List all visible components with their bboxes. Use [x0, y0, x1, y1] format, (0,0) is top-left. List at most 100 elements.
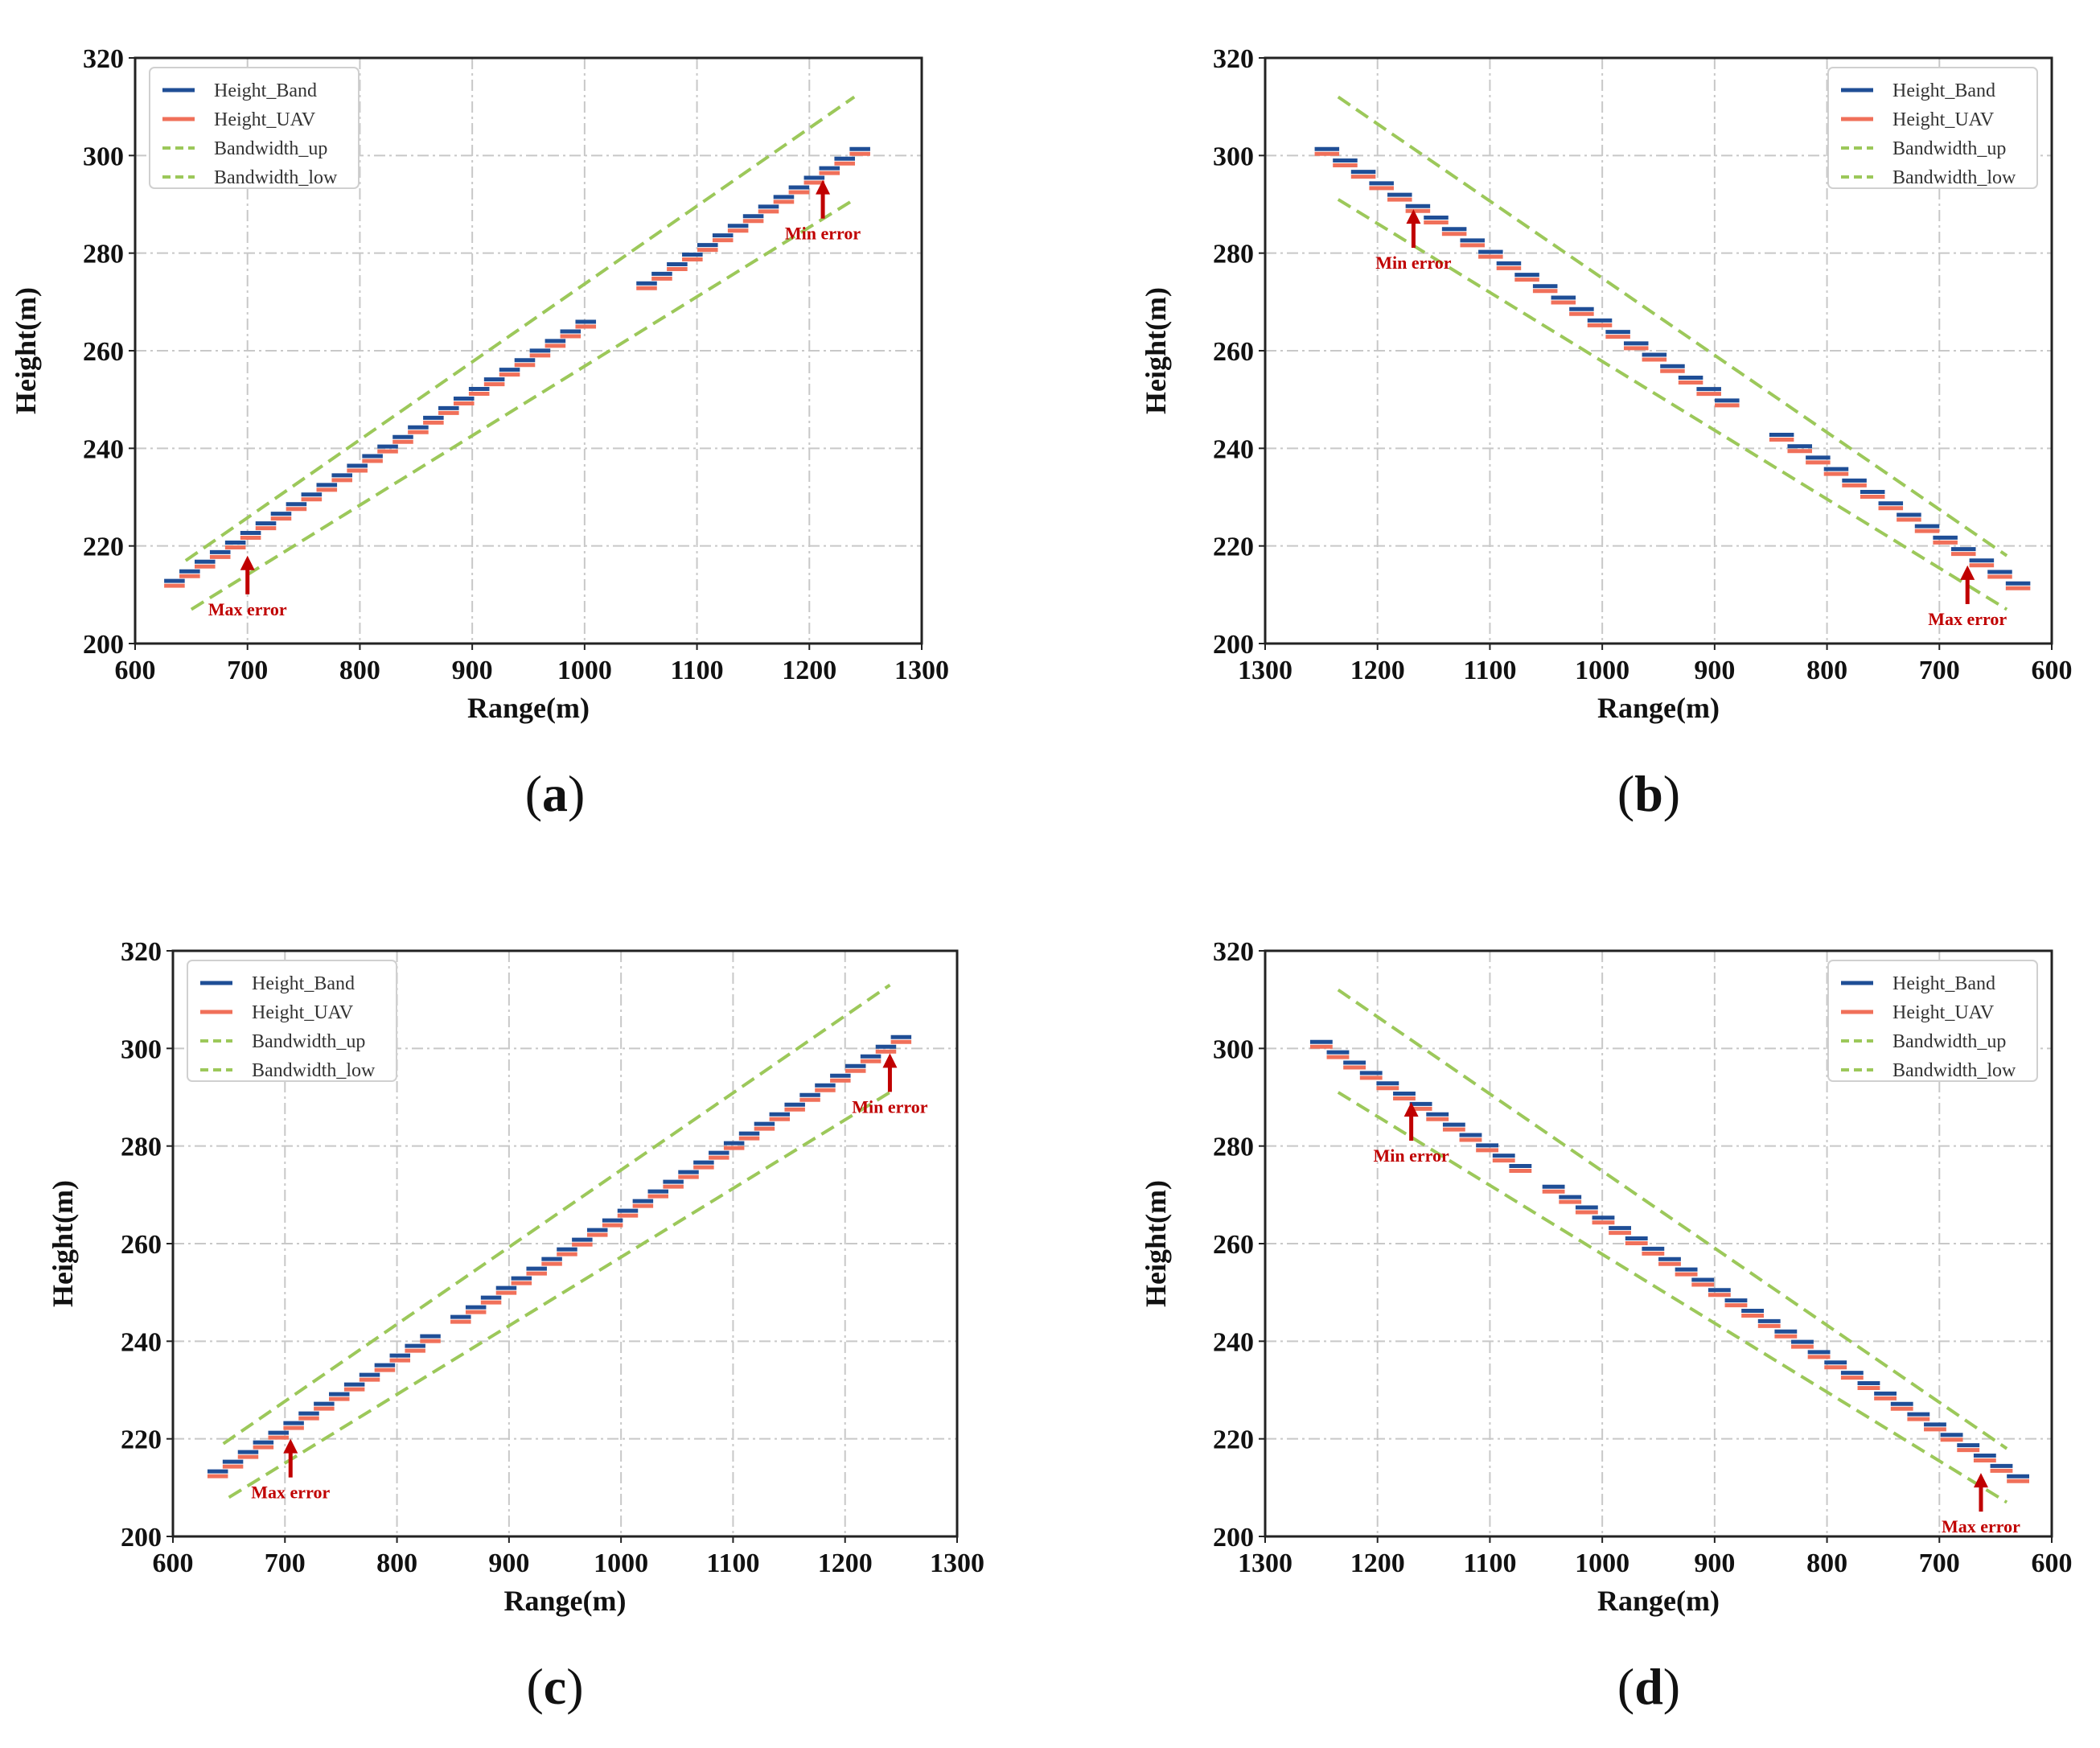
y-axis-title: Height(m)	[47, 1180, 79, 1307]
x-tick-label: 700	[1919, 656, 1960, 685]
y-tick-label: 320	[1213, 937, 1254, 967]
legend-label: Bandwidth_up	[252, 1031, 365, 1052]
x-tick-label: 800	[1806, 656, 1847, 685]
caption-a: (a)	[524, 765, 586, 822]
y-tick-label: 260	[1213, 337, 1254, 367]
x-tick-label: 1100	[1463, 656, 1516, 685]
x-tick-label: 1200	[1350, 656, 1405, 685]
annotation-label: Min error	[785, 224, 861, 244]
legend-label: Bandwidth_up	[214, 138, 327, 159]
legend-box	[1827, 960, 2038, 1082]
x-tick-label: 700	[227, 656, 268, 685]
y-tick-label: 300	[121, 1034, 162, 1064]
x-tick-label: 600	[115, 656, 156, 685]
x-tick-label: 1300	[930, 1549, 984, 1578]
x-tick-label: 600	[2032, 1549, 2073, 1578]
x-tick-label: 600	[2032, 656, 2073, 685]
y-tick-label: 280	[1213, 240, 1254, 269]
x-axis-title: Range(m)	[504, 1585, 627, 1617]
x-tick-label: 1100	[671, 656, 724, 685]
legend-label: Height_Band	[252, 973, 355, 994]
y-tick-label: 240	[1213, 1327, 1254, 1357]
x-axis-title: Range(m)	[467, 692, 590, 724]
legend-label: Height_UAV	[214, 109, 316, 130]
legend-label: Bandwidth_up	[1892, 138, 2006, 159]
x-axis-title: Range(m)	[1597, 1585, 1720, 1617]
x-tick-label: 1100	[706, 1549, 759, 1578]
annotation-label: Max error	[251, 1483, 330, 1503]
caption-c: (c)	[526, 1658, 584, 1715]
x-tick-label: 600	[153, 1549, 194, 1578]
annotation-arrow-head	[283, 1438, 298, 1454]
y-tick-label: 220	[1213, 533, 1254, 562]
legend-label: Height_Band	[1892, 973, 1995, 994]
annotation-arrow-head	[240, 555, 255, 570]
y-axis-title: Height(m)	[10, 287, 42, 414]
y-tick-label: 240	[1213, 434, 1254, 464]
y-tick-label: 300	[1213, 1034, 1254, 1064]
annotation-arrow-head	[1403, 1102, 1419, 1117]
chart-panel-a: Max error Min error 600 700 800 900 1000 1100 12…	[10, 44, 949, 724]
legend-label: Height_UAV	[252, 1002, 354, 1023]
y-tick-label: 240	[121, 1327, 162, 1357]
x-tick-label: 1300	[1238, 656, 1292, 685]
y-tick-label: 220	[83, 533, 124, 562]
bandwidth-up-line	[1337, 95, 2008, 557]
y-tick-label: 200	[1213, 630, 1254, 660]
caption-d: (d)	[1617, 1658, 1681, 1715]
x-tick-label: 1000	[594, 1549, 648, 1578]
y-axis-title: Height(m)	[1140, 1180, 1172, 1307]
x-tick-label: 1000	[1575, 656, 1629, 685]
x-tick-label: 1300	[1238, 1549, 1292, 1578]
chart-panel-d: Min error Max error 1300 1200 1100 1000 900 800…	[1140, 937, 2073, 1617]
annotation-arrow-head	[1960, 565, 1975, 580]
x-tick-label: 1300	[894, 656, 949, 685]
y-tick-label: 280	[1213, 1133, 1254, 1162]
y-tick-label: 220	[1213, 1425, 1254, 1455]
legend-label: Height_Band	[1892, 80, 1995, 101]
x-tick-label: 900	[1694, 656, 1735, 685]
legend-label: Height_UAV	[1892, 109, 1995, 130]
annotation-label: Max error	[1928, 609, 2007, 629]
bandwidth-up-line	[1337, 988, 2008, 1450]
x-tick-label: 700	[1919, 1549, 1960, 1578]
x-tick-label: 1100	[1463, 1549, 1516, 1578]
y-tick-label: 320	[121, 937, 162, 967]
annotation-label: Min error	[1373, 1145, 1449, 1166]
legend: Height_Band Height_UAV Bandwidth_up Bandwid…	[187, 960, 397, 1082]
annotation-label: Min error	[852, 1096, 928, 1117]
x-tick-label: 1200	[818, 1549, 873, 1578]
x-tick-label: 900	[452, 656, 493, 685]
x-axis-title: Range(m)	[1597, 692, 1720, 724]
x-tick-label: 800	[339, 656, 380, 685]
x-tick-label: 800	[376, 1549, 417, 1578]
y-tick-label: 260	[1213, 1230, 1254, 1260]
legend-label: Bandwidth_up	[1892, 1031, 2006, 1052]
legend-box	[149, 67, 360, 189]
chart-panel-b: Min error Max error 1300 1200 1100 1000 900 800…	[1140, 44, 2073, 724]
bandwidth-up-line	[184, 95, 856, 562]
x-tick-label: 900	[1694, 1549, 1735, 1578]
x-tick-label: 900	[488, 1549, 529, 1578]
y-tick-label: 280	[83, 240, 124, 269]
legend-label: Bandwidth_low	[214, 167, 338, 188]
y-tick-label: 260	[121, 1230, 162, 1260]
y-tick-label: 320	[1213, 44, 1254, 74]
bandwidth-low-line	[1337, 198, 2008, 611]
y-tick-label: 300	[1213, 142, 1254, 171]
x-tick-label: 700	[265, 1549, 306, 1578]
legend: Height_Band Height_UAV Bandwidth_up Bandwid…	[1827, 67, 2038, 189]
bandwidth-low-line	[1337, 1091, 2008, 1504]
legend-box	[1827, 67, 2038, 189]
x-tick-label: 1000	[557, 656, 612, 685]
annotation-arrow-head	[1406, 209, 1421, 224]
legend-label: Bandwidth_low	[1892, 1060, 2016, 1081]
y-tick-label: 200	[121, 1523, 162, 1553]
y-tick-label: 200	[83, 630, 124, 660]
y-tick-label: 200	[1213, 1523, 1254, 1553]
chart-panel-c: Max error Min error 600 700 800 900 1000 1100 12…	[47, 937, 984, 1617]
y-tick-label: 280	[121, 1133, 162, 1162]
y-axis-title: Height(m)	[1140, 287, 1172, 414]
annotation-label: Max error	[1942, 1516, 2020, 1536]
y-tick-label: 240	[83, 434, 124, 464]
